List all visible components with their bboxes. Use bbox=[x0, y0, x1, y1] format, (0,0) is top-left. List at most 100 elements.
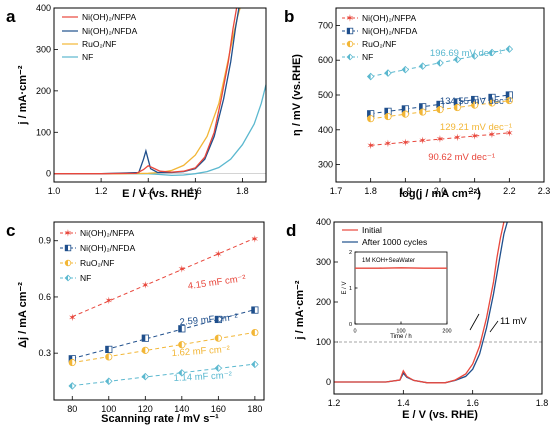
marker-diamond-fill bbox=[69, 382, 73, 390]
marker-square-fill bbox=[436, 101, 440, 108]
y-tick-label: 300 bbox=[316, 257, 331, 267]
marker-circle-fill bbox=[347, 41, 350, 47]
inset-frame bbox=[354, 251, 448, 325]
marker-star: ✶ bbox=[470, 132, 478, 143]
inset-ticks: 0 100 200 0 1 2 bbox=[349, 250, 452, 335]
panel-b-xlabel: log(j / mA cm⁻²) bbox=[399, 188, 481, 200]
panel-c: c Δj / mA cm⁻² Scanning rate / mV s⁻¹ 80… bbox=[6, 221, 265, 425]
marker-square-fill bbox=[384, 108, 388, 115]
x-tick-label: 1.8 bbox=[236, 186, 249, 196]
inset-xlabel: Time / h bbox=[390, 334, 411, 340]
panel-a-xlabel: E / V (vs. RHE) bbox=[122, 188, 198, 200]
y-tick-label: 1 bbox=[349, 286, 352, 292]
clipD-group bbox=[334, 222, 542, 384]
panel-d-inset: 1M KOH+SeaWater Time / h E / V 0 100 200 0 1… bbox=[342, 250, 452, 340]
marker-circle-fill bbox=[142, 347, 146, 354]
x-tick-label: 1.9 bbox=[399, 186, 412, 196]
panel-b-plot-area: ✶ ✶ ✶ ✶ ✶ ✶ ✶ ✶ ✶ bbox=[366, 45, 514, 152]
x-tick-label: 2.3 bbox=[538, 186, 550, 196]
x-tick-label: 160 bbox=[211, 404, 226, 414]
marker-square-fill bbox=[367, 110, 371, 117]
x-tick-label: 2.0 bbox=[434, 186, 447, 196]
d-annotation-shift: 11 mV bbox=[500, 316, 527, 327]
marker-circle-fill bbox=[367, 115, 371, 122]
y-tick-label: 200 bbox=[36, 86, 51, 96]
panel-c-xlabel: Scanning rate / mV s⁻¹ bbox=[101, 413, 219, 425]
x-tick-label: 2.1 bbox=[468, 186, 481, 196]
c-annotation-nfpa: 4.15 mF cm⁻² bbox=[187, 273, 246, 292]
marker-star: ✶ bbox=[453, 133, 461, 144]
panel-b-ylabel: η / mV (vs.RHE) bbox=[291, 54, 303, 136]
panel-a-ylabel: j / mA·cm⁻² bbox=[17, 65, 29, 125]
marker-circle-fill bbox=[251, 329, 255, 336]
x-tick-label: 100 bbox=[396, 329, 405, 335]
panel-c-legend: ✶ Ni(OH)₂/NFPA Ni(OH)₂/NFDA RuO₂/NF NF bbox=[60, 228, 136, 283]
panel-a-legend: Ni(OH)₂/NFPA Ni(OH)₂/NFDA RuO₂/NF NF bbox=[62, 12, 138, 62]
y-tick-label: 400 bbox=[318, 125, 333, 135]
c-fit-line bbox=[72, 331, 255, 364]
panel-d-xlabel: E / V (vs. RHE) bbox=[402, 409, 478, 421]
y-tick-label: 0.6 bbox=[38, 292, 51, 302]
marker-star: ✶ bbox=[214, 249, 222, 260]
x-tick-label: 1.2 bbox=[328, 398, 341, 408]
y-tick-label: 0 bbox=[349, 322, 352, 328]
d-arrow-left bbox=[469, 313, 480, 331]
marker-star: ✶ bbox=[251, 234, 259, 245]
a-series-line bbox=[54, 84, 266, 177]
marker-diamond-fill bbox=[384, 69, 388, 77]
legend-label: RuO₂/NF bbox=[362, 39, 396, 49]
x-tick-label: 1.6 bbox=[189, 186, 202, 196]
c-annotation-ruo2: 1.62 mF cm⁻² bbox=[171, 344, 230, 359]
y-tick-label: 300 bbox=[318, 160, 333, 170]
b-fit-line bbox=[370, 132, 510, 146]
legend-label-nfda: Ni(OH)₂/NFDA bbox=[82, 26, 138, 36]
legend-label: Ni(OH)₂/NFDA bbox=[362, 26, 418, 36]
panel-d: d j / mA·cm⁻² E / V (vs. RHE) 1.2 1.4 1.6 1… bbox=[286, 217, 548, 421]
marker-circle-fill bbox=[471, 101, 475, 109]
panel-a-letter: a bbox=[6, 7, 16, 26]
marker-diamond-fill bbox=[367, 73, 371, 80]
b-annotation-ruo2: 129.21 mV dec⁻¹ bbox=[440, 122, 512, 133]
marker-square-fill bbox=[506, 91, 510, 99]
marker-diamond-fill bbox=[402, 66, 406, 73]
marker-diamond-fill bbox=[471, 52, 475, 60]
marker-square-fill bbox=[178, 325, 182, 332]
x-tick-label: 1.4 bbox=[142, 186, 155, 196]
marker-square-fill bbox=[215, 316, 219, 323]
legend-label: NF bbox=[362, 52, 373, 62]
y-tick-label: 400 bbox=[316, 217, 331, 227]
legend-label-nf: NF bbox=[82, 52, 93, 62]
marker-circle-fill bbox=[65, 260, 68, 266]
marker-circle-fill bbox=[419, 108, 423, 116]
panel-c-ylabel: Δj / mA cm⁻² bbox=[17, 282, 29, 348]
y-tick-label: 0 bbox=[46, 169, 51, 179]
x-tick-label: 80 bbox=[67, 404, 77, 414]
y-tick-label: 100 bbox=[36, 127, 51, 137]
x-tick-label: 1.8 bbox=[364, 186, 377, 196]
panel-b-frame bbox=[335, 7, 545, 183]
marker-diamond-fill bbox=[347, 54, 350, 60]
marker-star: ✶ bbox=[346, 14, 354, 25]
panel-d-ylabel: j / mA·cm⁻² bbox=[294, 280, 306, 340]
marker-diamond-fill bbox=[215, 364, 219, 372]
panel-c-ticks: 80 100 120 140 160 180 0.3 0.6 0.9 bbox=[38, 236, 262, 414]
x-tick-label: 1.7 bbox=[330, 186, 343, 196]
d-arrow-right bbox=[489, 320, 499, 333]
marker-star: ✶ bbox=[418, 136, 426, 147]
panel-b-annotations: 196.69 mV dec⁻¹ 134.55 mV dec⁻¹ 129.21 m… bbox=[428, 48, 512, 163]
panel-d-letter: d bbox=[286, 221, 296, 240]
panel-b-letter: b bbox=[284, 7, 294, 26]
panel-d-frame bbox=[333, 221, 543, 395]
marker-star: ✶ bbox=[366, 141, 374, 152]
a-series-line bbox=[54, 8, 241, 175]
marker-circle-fill bbox=[488, 99, 492, 107]
panel-a-plot-area bbox=[54, 8, 266, 177]
b-annotation-nfpa: 90.62 mV dec⁻¹ bbox=[428, 152, 495, 163]
b-fit-line bbox=[370, 94, 510, 115]
y-tick-label: 400 bbox=[36, 3, 51, 13]
y-tick-label: 0.3 bbox=[38, 348, 51, 358]
panel-b: b η / mV (vs.RHE) log(j / mA cm⁻²) 1.7 1.… bbox=[284, 7, 550, 200]
legend-label-after-cycles: After 1000 cycles bbox=[362, 237, 427, 247]
y-tick-label: 0.9 bbox=[38, 236, 51, 246]
x-tick-label: 0 bbox=[353, 329, 356, 335]
